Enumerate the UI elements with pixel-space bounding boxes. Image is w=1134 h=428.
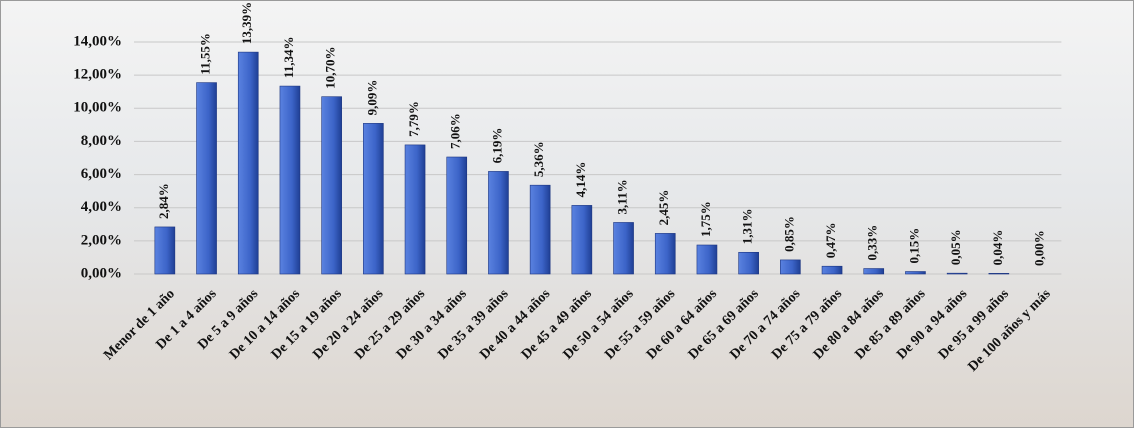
value-label: 1,75% (698, 201, 713, 237)
bar (738, 251, 759, 275)
value-label: 0,33% (865, 225, 880, 261)
bar (905, 271, 926, 275)
bar (821, 265, 843, 275)
value-label: 2,45% (656, 190, 671, 226)
y-tick-label: 8,00% (81, 133, 122, 149)
value-label: 0,04% (990, 230, 1005, 266)
bar (446, 156, 468, 275)
bar (529, 184, 551, 275)
value-label: 0,15% (906, 228, 921, 264)
value-label: 7,79% (406, 101, 421, 137)
y-tick-label: 10,00% (73, 100, 122, 116)
y-tick-label: 6,00% (81, 166, 122, 182)
y-tick-label: 14,00% (73, 33, 122, 49)
value-label: 0,00% (1032, 230, 1047, 266)
y-tick-label: 0,00% (81, 265, 122, 281)
bar (780, 259, 801, 275)
y-tick-label: 4,00% (81, 199, 122, 215)
bar (154, 226, 176, 275)
bar (363, 123, 384, 275)
bar (654, 233, 676, 275)
value-label: 5,36% (531, 141, 546, 177)
value-label: 9,09% (364, 80, 379, 116)
bar (696, 244, 718, 275)
value-label: 0,47% (823, 222, 838, 258)
value-label: 11,34% (281, 37, 296, 79)
bar (613, 222, 634, 275)
value-label: 10,70% (323, 46, 338, 88)
value-label: 7,06% (448, 113, 463, 149)
bar (863, 268, 885, 275)
value-label: 0,05% (948, 229, 963, 265)
bar (237, 51, 259, 275)
bar (488, 171, 509, 275)
bar (988, 273, 1010, 275)
y-tick-label: 2,00% (81, 232, 122, 248)
bar (946, 272, 968, 275)
value-label: 0,85% (781, 216, 796, 252)
value-label: 6,19% (489, 128, 504, 164)
bar (279, 85, 301, 275)
value-label: 1,31% (740, 209, 755, 245)
bar (571, 205, 593, 275)
bar (321, 96, 342, 275)
value-label: 2,84% (156, 183, 171, 219)
value-label: 4,14% (573, 162, 588, 198)
y-tick-label: 12,00% (73, 67, 122, 83)
bar (404, 144, 426, 275)
value-label: 13,39% (239, 2, 254, 44)
value-label: 3,11% (615, 179, 630, 214)
bar (196, 82, 217, 275)
value-label: 11,55% (198, 33, 213, 75)
